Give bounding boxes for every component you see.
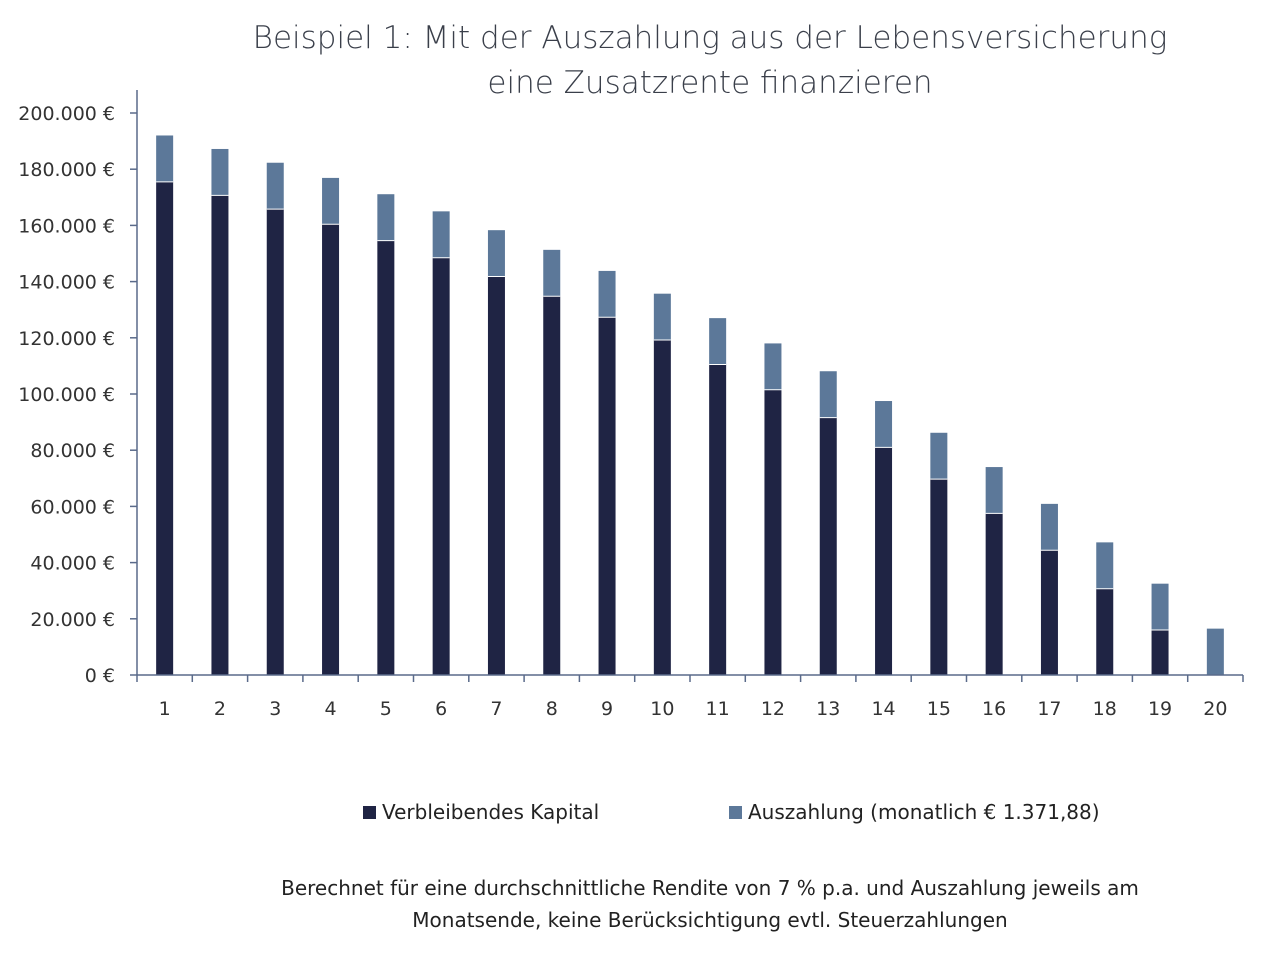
y-tick-label: 200.000 € xyxy=(18,103,115,125)
legend-label-auszahlung: Auszahlung (monatlich € 1.371,88) xyxy=(748,800,1100,824)
bar-verbleibendes-kapital xyxy=(598,317,616,675)
bar-verbleibendes-kapital xyxy=(156,181,174,675)
x-tick-label: 4 xyxy=(325,698,337,720)
bar-auszahlung xyxy=(985,467,1003,514)
bar-verbleibendes-kapital xyxy=(819,417,837,675)
y-tick-label: 140.000 € xyxy=(18,272,115,294)
x-tick-label: 7 xyxy=(490,698,502,720)
bar-auszahlung xyxy=(598,270,616,318)
x-tick-label: 10 xyxy=(650,698,674,720)
bar-auszahlung xyxy=(1040,503,1058,551)
bar-auszahlung xyxy=(709,318,727,365)
x-tick-label: 9 xyxy=(601,698,613,720)
x-tick-label: 5 xyxy=(380,698,392,720)
legend-swatch-kapital xyxy=(363,805,376,819)
bar-auszahlung xyxy=(211,148,229,196)
bar-verbleibendes-kapital xyxy=(432,257,450,675)
bar-auszahlung xyxy=(266,162,284,210)
x-tick-label: 13 xyxy=(816,698,840,720)
footnote: Berechnet für eine durchschnittliche Ren… xyxy=(190,872,1230,936)
bar-auszahlung xyxy=(1206,628,1224,675)
legend-swatch-auszahlung xyxy=(729,805,742,819)
footnote-line-1: Berechnet für eine durchschnittliche Ren… xyxy=(281,876,1139,900)
x-tick-label: 1 xyxy=(159,698,171,720)
bar-auszahlung xyxy=(819,371,837,418)
x-axis: 1 2 3 4 5 6 7 8 9 10 11 12 13 14 15 16 17 18 19 20 xyxy=(136,674,1244,720)
x-tick-label: 16 xyxy=(982,698,1006,720)
bar-verbleibendes-kapital xyxy=(322,224,340,675)
x-tick-label: 3 xyxy=(269,698,281,720)
x-tick-label: 11 xyxy=(706,698,730,720)
legend-label-kapital: Verbleibendes Kapital xyxy=(382,800,600,824)
bar-auszahlung xyxy=(377,194,395,241)
bar-auszahlung xyxy=(322,177,340,225)
legend-item-auszahlung: Auszahlung (monatlich € 1.371,88) xyxy=(729,800,1100,824)
y-tick-label: 160.000 € xyxy=(18,215,115,237)
bar-auszahlung xyxy=(432,211,450,258)
bar-verbleibendes-kapital xyxy=(985,513,1003,675)
bar-verbleibendes-kapital xyxy=(211,195,229,675)
x-tick-label: 6 xyxy=(435,698,447,720)
chart-title: Beispiel 1: Mit der Auszahlung aus der L… xyxy=(180,16,1240,106)
bar-chart: 0 € 20.000 € 40.000 € 60.000 € 80.000 € 100.0… xyxy=(18,90,1244,720)
bar-verbleibendes-kapital xyxy=(487,276,505,675)
bar-auszahlung xyxy=(930,432,948,480)
bars xyxy=(156,135,1224,676)
bar-verbleibendes-kapital xyxy=(764,389,782,675)
bar-verbleibendes-kapital xyxy=(1096,588,1114,675)
y-tick-label: 0 € xyxy=(85,665,115,687)
bar-verbleibendes-kapital xyxy=(930,479,948,675)
bar-auszahlung xyxy=(875,401,893,448)
bar-verbleibendes-kapital xyxy=(543,296,561,675)
bar-auszahlung xyxy=(1151,583,1169,631)
legend-item-kapital: Verbleibendes Kapital xyxy=(363,800,599,824)
y-tick-label: 120.000 € xyxy=(18,328,115,350)
bar-auszahlung xyxy=(543,249,561,297)
legend: Verbleibendes Kapital Auszahlung (monatl… xyxy=(0,800,1280,830)
y-tick-label: 20.000 € xyxy=(30,609,115,631)
y-axis: 0 € 20.000 € 40.000 € 60.000 € 80.000 € 100.0… xyxy=(18,90,138,687)
bar-verbleibendes-kapital xyxy=(1151,630,1169,675)
x-tick-label: 18 xyxy=(1093,698,1117,720)
x-tick-label: 19 xyxy=(1148,698,1172,720)
bar-verbleibendes-kapital xyxy=(1040,550,1058,675)
chart-title-line-1: Beispiel 1: Mit der Auszahlung aus der L… xyxy=(252,20,1168,56)
x-tick-label: 12 xyxy=(761,698,785,720)
y-tick-label: 40.000 € xyxy=(30,553,115,575)
bar-verbleibendes-kapital xyxy=(653,340,671,675)
x-tick-label: 17 xyxy=(1037,698,1061,720)
footnote-line-2: Monatsende, keine Berücksichtigung evtl.… xyxy=(412,908,1008,932)
x-tick-label: 15 xyxy=(927,698,951,720)
bar-verbleibendes-kapital xyxy=(875,447,893,675)
y-tick-label: 60.000 € xyxy=(30,496,115,518)
x-tick-label: 2 xyxy=(214,698,226,720)
chart-title-line-2: eine Zusatzrente finanzieren xyxy=(487,65,933,101)
bar-verbleibendes-kapital xyxy=(377,240,395,675)
bar-verbleibendes-kapital xyxy=(266,209,284,676)
bar-verbleibendes-kapital xyxy=(709,364,727,675)
bar-auszahlung xyxy=(764,343,782,390)
y-tick-label: 100.000 € xyxy=(18,384,115,406)
bar-auszahlung xyxy=(1096,542,1114,589)
x-tick-label: 14 xyxy=(871,698,895,720)
y-tick-label: 80.000 € xyxy=(30,440,115,462)
bar-auszahlung xyxy=(156,135,174,182)
x-tick-label: 8 xyxy=(546,698,558,720)
x-tick-label: 20 xyxy=(1203,698,1227,720)
y-tick-label: 180.000 € xyxy=(18,159,115,181)
bar-auszahlung xyxy=(487,230,505,277)
bar-auszahlung xyxy=(653,293,671,341)
